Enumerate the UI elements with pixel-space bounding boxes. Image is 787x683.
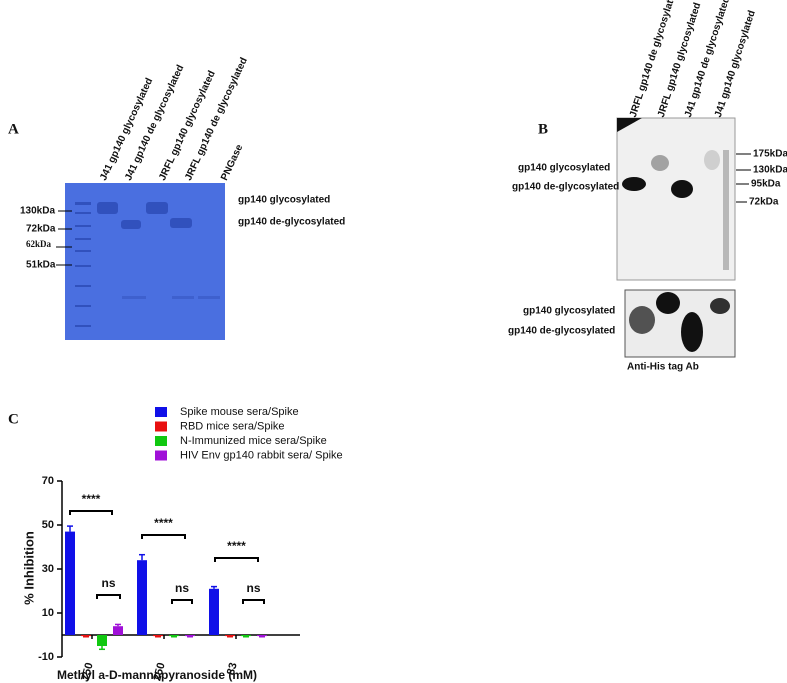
band-label: gp140 glycosylated — [238, 195, 330, 206]
blot — [616, 117, 736, 281]
bar-chart: -10 10 30 50 70 Spike mouse sera/Spike RBD mic… — [38, 406, 343, 682]
legend-swatch — [155, 450, 167, 461]
significance-label: **** — [227, 539, 246, 553]
marker-label: 72kDa — [26, 224, 56, 235]
y-tick-label: -10 — [38, 651, 54, 663]
marker-label: 62kDa — [26, 239, 52, 249]
bar — [81, 635, 91, 637]
band-label: gp140 de-glycosylated — [238, 217, 345, 228]
significance-bracket — [141, 534, 186, 539]
x-tick-label: 250 — [151, 661, 167, 682]
marker-label: 130kDa — [20, 206, 55, 217]
bar — [209, 588, 219, 635]
band-label: gp140 glycosylated — [523, 306, 615, 317]
legend-swatch — [155, 407, 167, 417]
gel — [65, 183, 225, 340]
significance-label: ns — [101, 576, 115, 590]
marker-label: 130kDa — [753, 165, 787, 176]
x-tick-label: 83 — [225, 661, 240, 676]
bar — [153, 635, 163, 637]
significance-label: **** — [154, 516, 173, 530]
marker-arrows — [56, 210, 72, 266]
blot-bands — [617, 118, 729, 270]
bar — [225, 635, 235, 637]
x-tick-label: 750 — [79, 661, 95, 682]
y-tick-label: 50 — [42, 519, 54, 531]
legend-swatch — [155, 436, 167, 446]
significance-bracket — [171, 599, 193, 604]
gel-bands — [75, 202, 220, 327]
legend-swatch — [155, 421, 167, 432]
significance-bracket — [96, 594, 121, 599]
marker-arrows — [736, 153, 751, 203]
legend-label: RBD mice sera/Spike — [180, 420, 285, 432]
significance-bracket — [242, 599, 265, 604]
significance-label: ns — [246, 581, 260, 595]
significance-bracket — [214, 557, 259, 562]
significance-label: ns — [175, 581, 189, 595]
y-tick-label: 30 — [42, 563, 54, 575]
lane-labels: J41 gp140 glycosylated J41 gp140 de glyc… — [98, 56, 250, 182]
band-label: gp140 de-glycosylated — [512, 182, 619, 193]
lane-label: PNGase — [219, 143, 245, 183]
band-label: gp140 de-glycosylated — [508, 326, 615, 337]
bar — [97, 635, 107, 646]
bar — [185, 635, 195, 637]
bar — [65, 531, 75, 635]
legend-label: Spike mouse sera/Spike — [180, 406, 299, 418]
significance-bracket — [69, 510, 113, 515]
significance-label: **** — [82, 492, 101, 506]
panel-label: A — [8, 121, 19, 137]
marker-label: 95kDa — [751, 179, 781, 190]
marker-label: 72kDa — [749, 197, 779, 208]
bar — [169, 635, 179, 637]
panel-label: B — [538, 121, 548, 137]
antibody-label: Anti-His tag Ab — [627, 362, 699, 373]
bar — [113, 626, 123, 635]
band-label: gp140 glycosylated — [518, 163, 610, 174]
y-tick-label: 10 — [42, 607, 54, 619]
x-axis-title: Methyl a-D-mannopyranoside (mM) — [57, 668, 257, 682]
y-axis-title: % Inhibition — [21, 531, 36, 605]
bar — [137, 560, 147, 635]
marker-label: 175kDa — [753, 149, 787, 160]
lane-labels: JRFL gp140 de glycosylated JRFL gp140 gl… — [628, 0, 758, 119]
legend-label: N-Immunized mice sera/Spike — [180, 435, 327, 447]
panel-label: C — [8, 411, 19, 427]
bar — [241, 635, 251, 637]
blot-bands — [629, 292, 730, 352]
bar — [257, 635, 267, 637]
y-tick-label: 70 — [42, 475, 54, 487]
legend-label: HIV Env gp140 rabbit sera/ Spike — [180, 449, 343, 461]
marker-label: 51kDa — [26, 260, 56, 271]
